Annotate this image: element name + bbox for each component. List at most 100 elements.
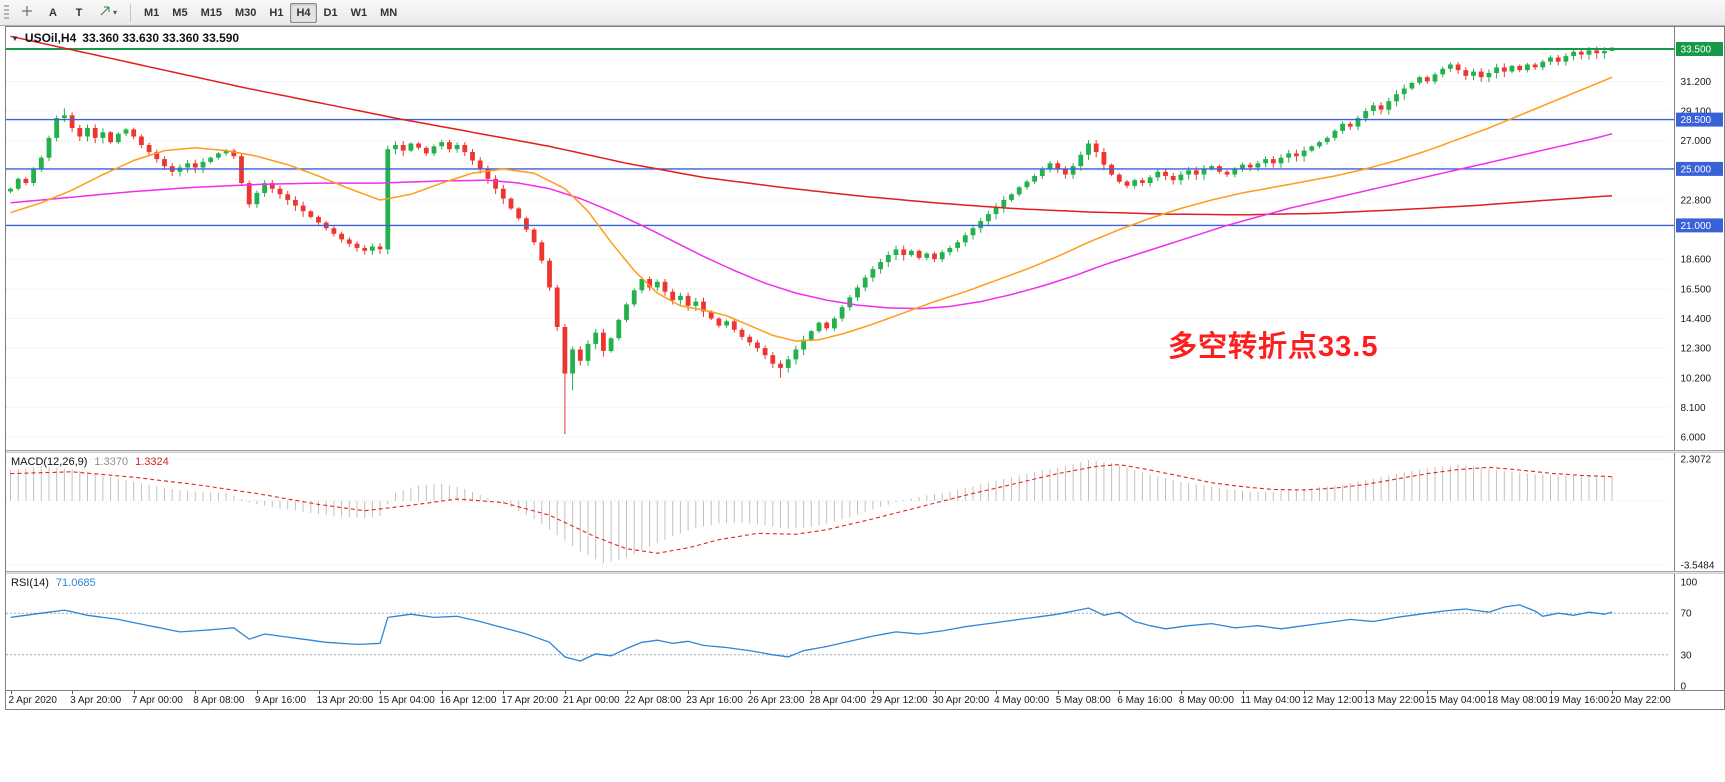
time-tick: [1180, 691, 1182, 694]
timeframe-button-m30[interactable]: M30: [234, 6, 257, 19]
time-axis-label: 11 May 04:00: [1240, 695, 1301, 706]
time-axis-label: 5 May 08:00: [1055, 695, 1111, 706]
price-axis[interactable]: [1675, 27, 1724, 690]
timeframe-button-m5[interactable]: M5: [172, 6, 188, 19]
svg-text:8.100: 8.100: [1681, 403, 1706, 414]
svg-text:12.300: 12.300: [1681, 344, 1712, 355]
svg-text:30: 30: [1681, 650, 1693, 661]
svg-text:2.3072: 2.3072: [1681, 455, 1712, 466]
one-click-collapse-icon[interactable]: ▼: [11, 33, 19, 43]
time-axis-label: 23 Apr 16:00: [686, 695, 743, 706]
toolbar-separator: [130, 3, 132, 22]
svg-text:27.000: 27.000: [1681, 136, 1712, 147]
time-axis-label: 15 Apr 04:00: [378, 695, 435, 706]
macd-name: MACD(12,26,9): [11, 456, 88, 468]
time-axis-label: 2 Apr 2020: [8, 695, 57, 706]
time-tick: [256, 691, 258, 694]
timeframe-group: M1 M5 M15 M30 H1 H4 D1 W1 MN: [138, 2, 403, 23]
time-tick: [318, 691, 320, 694]
svg-text:10.200: 10.200: [1681, 373, 1712, 384]
time-axis-label: 9 Apr 16:00: [254, 695, 307, 706]
time-tick: [1550, 691, 1552, 694]
crosshair-tool-button[interactable]: [15, 3, 39, 23]
time-tick: [934, 691, 936, 694]
chart-title: ▼ USOil,H4 33.360 33.630 33.360 33.590: [11, 31, 239, 45]
svg-text:16.500: 16.500: [1681, 284, 1712, 295]
timeframe-button-m1[interactable]: M1: [144, 6, 160, 19]
pane-splitter[interactable]: [6, 571, 1724, 574]
time-tick: [1119, 691, 1121, 694]
time-axis-label: 20 May 22:00: [1610, 695, 1671, 706]
macd-value-signal: 1.3324: [135, 456, 169, 468]
timeframe-button-h1[interactable]: H1: [269, 6, 284, 19]
time-tick: [1612, 691, 1614, 694]
svg-text:29.100: 29.100: [1681, 107, 1712, 118]
svg-text:18.600: 18.600: [1681, 255, 1712, 266]
time-axis[interactable]: 2 Apr 2020 3 Apr 20:00 7 Apr 00:00 8 Apr 08…: [6, 690, 1724, 709]
pane-splitter[interactable]: [6, 450, 1724, 453]
time-tick: [1057, 691, 1059, 694]
svg-text:0: 0: [1681, 682, 1687, 691]
time-axis-label: 15 May 04:00: [1425, 695, 1486, 706]
time-tick: [1427, 691, 1429, 694]
time-axis-label: 18 May 08:00: [1486, 695, 1548, 706]
time-axis-label: 26 Apr 23:00: [747, 695, 805, 706]
rsi-canvas[interactable]: 100 70 30 0: [6, 574, 1724, 690]
macd-canvas[interactable]: 2.3072 -3.5484: [6, 453, 1724, 571]
time-tick: [133, 691, 135, 694]
svg-text:22.800: 22.800: [1681, 196, 1712, 207]
time-tick: [72, 691, 74, 694]
svg-text:31.200: 31.200: [1681, 77, 1712, 88]
chart-window: 33.500 31.200 29.100 28.500 27.000 25.000 22.8…: [5, 26, 1725, 710]
timeframe-button-w1[interactable]: W1: [350, 6, 368, 19]
svg-text:-3.5484: -3.5484: [1681, 561, 1715, 572]
text-tool-button[interactable]: T: [75, 6, 83, 19]
timeframe-button-d1[interactable]: D1: [323, 6, 338, 19]
time-axis-label: 16 Apr 12:00: [439, 695, 497, 706]
time-axis-label: 17 Apr 20:00: [501, 695, 559, 706]
time-axis-label: 21 Apr 00:00: [562, 695, 620, 706]
time-tick: [1304, 691, 1306, 694]
rsi-name: RSI(14): [11, 577, 49, 589]
time-tick: [1488, 691, 1490, 694]
shapes-tool-dropdown[interactable]: ▾: [93, 3, 123, 23]
time-axis-label: 30 Apr 20:00: [932, 695, 990, 706]
timeframe-button-m15[interactable]: M15: [200, 6, 222, 19]
time-axis-label: 29 Apr 12:00: [870, 695, 928, 706]
time-tick: [10, 691, 12, 694]
macd-pane: 2.3072 -3.5484 MACD(12,26,9) 1.3370 1.332…: [6, 453, 1724, 571]
time-tick: [503, 691, 505, 694]
timeframe-button-mn[interactable]: MN: [380, 6, 398, 19]
time-axis-label: 22 Apr 08:00: [624, 695, 682, 706]
toolbar: A T ▾ M1 M5 M15 M30 H1 H4 D1 W1 MN: [0, 0, 1725, 26]
crosshair-icon: [21, 5, 33, 20]
time-tick: [564, 691, 566, 694]
time-tick: [996, 691, 998, 694]
svg-text:14.400: 14.400: [1681, 314, 1712, 325]
ohlc-quote-label: 33.360 33.630 33.360 33.590: [82, 31, 240, 45]
time-tick: [195, 691, 197, 694]
svg-text:6.000: 6.000: [1681, 433, 1706, 444]
timeframe-button-h4[interactable]: H4: [290, 2, 317, 23]
svg-text:21.000: 21.000: [1681, 221, 1712, 232]
rsi-value: 71.0685: [55, 577, 96, 589]
svg-text:28.500: 28.500: [1681, 115, 1712, 126]
time-tick: [1365, 691, 1367, 694]
rsi-label: RSI(14) 71.0685: [11, 577, 96, 589]
time-tick: [872, 691, 874, 694]
rsi-pane: 100 70 30 0 RSI(14) 71.0685: [6, 574, 1724, 690]
time-axis-label: 6 May 16:00: [1117, 695, 1173, 706]
arrow-shape-icon: [99, 5, 111, 20]
dropdown-caret-icon: ▾: [113, 8, 118, 17]
time-axis-label: 13 May 22:00: [1363, 695, 1425, 706]
chart-annotation-text[interactable]: 多空转折点33.5: [1168, 331, 1379, 363]
toolbar-gripper[interactable]: [4, 4, 9, 21]
time-axis-label: 7 Apr 00:00: [131, 695, 183, 706]
time-tick: [1242, 691, 1244, 694]
svg-text:25.000: 25.000: [1681, 164, 1712, 175]
macd-label: MACD(12,26,9) 1.3370 1.3324: [11, 456, 169, 468]
time-tick: [380, 691, 382, 694]
text-label-tool-button[interactable]: A: [49, 6, 57, 19]
